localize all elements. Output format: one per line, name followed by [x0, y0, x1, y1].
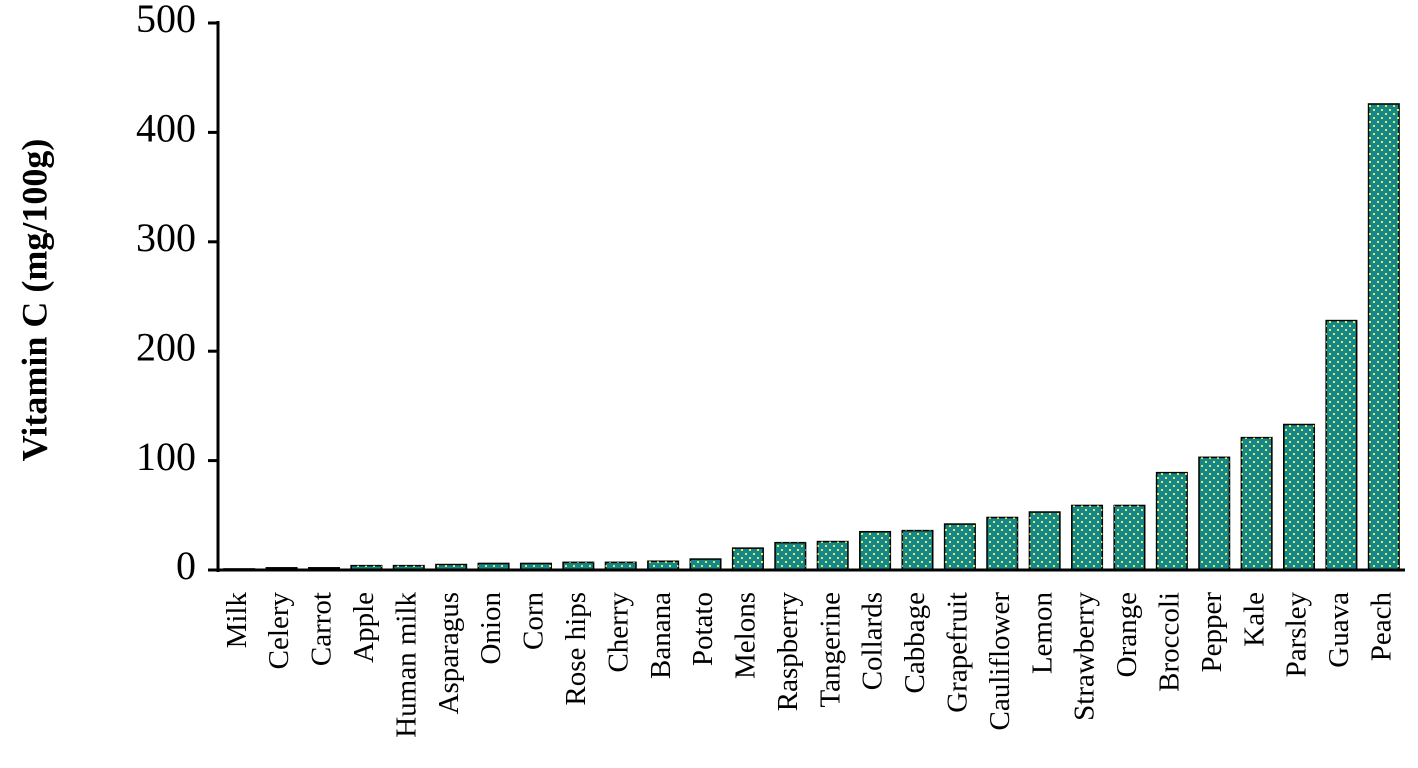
x-tick-label: Lemon	[1026, 592, 1058, 675]
x-tick-label: Rose hips	[560, 592, 592, 706]
bar-pattern	[817, 541, 848, 570]
x-tick-label: Orange	[1111, 592, 1143, 677]
bar	[1240, 436, 1273, 571]
bar-pattern	[351, 565, 382, 570]
bar	[1071, 504, 1104, 571]
bar	[1028, 511, 1061, 571]
x-tick-label: Guava	[1323, 592, 1355, 668]
x-tick-label: Strawberry	[1069, 592, 1101, 721]
y-tick-label: 300	[136, 215, 196, 260]
bar-pattern	[478, 563, 509, 570]
x-tick-label: Parsley	[1281, 592, 1313, 678]
y-tick-label: 100	[136, 434, 196, 479]
y-tick-label: 500	[136, 0, 196, 41]
x-tick-label: Milk	[221, 592, 253, 649]
x-tick-label: Broccoli	[1153, 592, 1185, 692]
x-tick-label: Banana	[645, 592, 677, 679]
bar	[816, 540, 849, 571]
x-tick-label: Asparagus	[433, 592, 465, 714]
x-tick-label: Potato	[687, 592, 719, 666]
bar-pattern	[690, 559, 721, 570]
x-tick-label: Onion	[475, 592, 507, 665]
bar-pattern	[1283, 424, 1315, 570]
bar-pattern	[435, 564, 467, 570]
bar-pattern	[902, 530, 933, 570]
bar	[1283, 423, 1316, 571]
bar	[1325, 319, 1358, 571]
bar-pattern	[1241, 437, 1272, 570]
bar-pattern	[605, 562, 636, 570]
x-tick-label: Cherry	[602, 592, 634, 673]
x-tick-label: Human milk	[390, 592, 422, 738]
x-tick-label: Melons	[730, 592, 762, 679]
y-axis-label: Vitamin C (mg/100g)	[14, 139, 54, 462]
bar	[731, 547, 764, 571]
bar-pattern	[1071, 505, 1103, 570]
bar	[774, 541, 807, 571]
y-tick-label: 0	[176, 543, 196, 588]
bar-pattern	[732, 548, 764, 570]
x-tick-label: Apple	[348, 592, 380, 663]
bar	[1367, 103, 1400, 571]
bar	[859, 530, 892, 571]
bar-pattern	[1198, 457, 1230, 570]
x-tick-label: Carrot	[306, 592, 338, 666]
x-tick-label: Kale	[1238, 592, 1270, 647]
bar-pattern	[1114, 505, 1145, 570]
x-tick-label: Cabbage	[899, 592, 931, 693]
bar	[689, 558, 722, 571]
bar-pattern	[775, 542, 806, 570]
bar	[1155, 471, 1188, 571]
bar-pattern	[1368, 103, 1400, 571]
x-tick-label: Raspberry	[772, 592, 804, 712]
bar-pattern	[1156, 472, 1188, 570]
bar-pattern	[1326, 320, 1357, 570]
x-tick-label: Peach	[1365, 592, 1397, 662]
x-tick-label: Grapefruit	[942, 592, 974, 713]
bar	[943, 523, 976, 571]
x-tick-label: Collards	[857, 592, 889, 690]
x-tick-label: Corn	[518, 592, 550, 651]
x-tick-label: Tangerine	[814, 592, 846, 708]
bar-pattern	[859, 531, 891, 570]
bar	[901, 529, 934, 571]
bar	[1198, 456, 1231, 571]
x-tick-label: Cauliflower	[984, 592, 1016, 731]
bar-pattern	[563, 562, 594, 570]
bar-pattern	[987, 517, 1018, 570]
bar-pattern	[520, 563, 552, 570]
bar-pattern	[647, 561, 679, 570]
bar-pattern	[1029, 512, 1060, 570]
x-tick-label: Pepper	[1196, 592, 1228, 673]
bar	[1113, 504, 1146, 571]
bar	[986, 516, 1019, 571]
bar-pattern	[944, 524, 976, 570]
bar-pattern	[393, 565, 425, 570]
x-tick-label: Celery	[263, 592, 295, 670]
y-tick-label: 400	[136, 106, 196, 151]
y-tick-label: 200	[136, 324, 196, 369]
